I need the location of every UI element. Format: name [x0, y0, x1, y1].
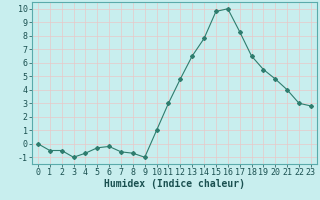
X-axis label: Humidex (Indice chaleur): Humidex (Indice chaleur) — [104, 179, 245, 189]
